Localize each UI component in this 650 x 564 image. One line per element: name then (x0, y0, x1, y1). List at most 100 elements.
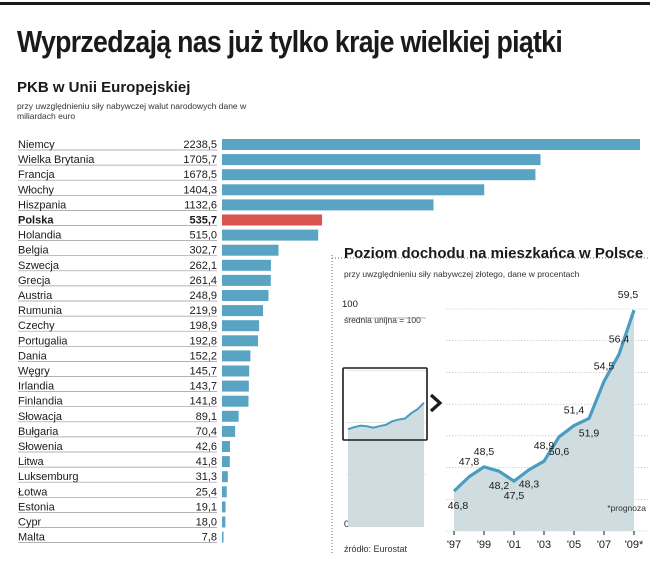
country-label-irlandia: Irlandia (18, 381, 55, 393)
line-chart-subtitle: przy uwzględnieniu siły nabywczej złoteg… (344, 269, 580, 279)
top-rule (0, 2, 650, 5)
country-label-belgia: Belgia (18, 245, 49, 257)
value-label-dania: 152,2 (189, 350, 217, 362)
bar-niemcy (222, 139, 640, 150)
value-label-finlandia: 141,8 (189, 396, 217, 408)
country-label-estonia: Estonia (18, 501, 56, 513)
bar-slowenia (222, 441, 230, 452)
x-tick-label-3: '03 (537, 539, 551, 551)
country-label-malta: Malta (18, 532, 46, 544)
bar-slowacja (222, 410, 239, 422)
zoom-arrow-icon (429, 393, 443, 413)
value-label-cypr: 18,0 (196, 517, 217, 529)
country-label-litwa: Litwa (18, 456, 45, 468)
country-label-francja: Francja (18, 169, 56, 181)
source-label: źródło: Eurostat (344, 544, 408, 554)
country-label-luksemburg: Luksemburg (18, 471, 79, 483)
inset-area (348, 402, 424, 527)
value-label-litwa: 41,8 (196, 456, 217, 468)
bar-hiszpania (222, 199, 434, 211)
country-label-szwecja: Szwecja (18, 260, 60, 272)
country-label-wlochy: Włochy (18, 184, 55, 196)
bar-malta (222, 531, 224, 543)
country-label-czechy: Czechy (18, 320, 55, 332)
point-label-2001: 47,5 (504, 490, 525, 502)
value-label-wegry: 145,7 (189, 366, 217, 378)
bar-bulgaria (222, 425, 236, 437)
country-label-grecja: Grecja (18, 275, 51, 287)
bar-szwecja (222, 259, 271, 271)
value-label-bulgaria: 70,4 (196, 426, 217, 438)
value-label-luksemburg: 31,3 (196, 471, 217, 483)
point-label-1997: 46,8 (448, 500, 469, 512)
country-label-slowenia: Słowenia (18, 441, 64, 453)
bar-portugalia (222, 335, 259, 347)
value-label-lotwa: 25,4 (196, 486, 217, 498)
country-label-lotwa: Łotwa (18, 486, 48, 498)
value-label-wielka-brytania: 1705,7 (183, 154, 217, 166)
value-label-estonia: 19,1 (196, 501, 217, 513)
point-label-2008: 56,4 (609, 333, 630, 345)
inset-top-label: 100 (342, 299, 358, 310)
country-label-slowacja: Słowacja (18, 411, 63, 423)
bar-wlochy (222, 184, 485, 196)
point-label-2007: 54,5 (594, 360, 615, 372)
value-label-wlochy: 1404,3 (183, 184, 217, 196)
country-label-dania: Dania (18, 350, 48, 362)
value-label-portugalia: 192,8 (189, 335, 217, 347)
bar-finlandia (222, 395, 249, 407)
point-label-2009: 59,5 (618, 289, 639, 301)
line-chart-title: Poziom dochodu na mieszkańca w Polsce (344, 245, 644, 262)
bar-rumunia (222, 305, 264, 317)
main-area (454, 310, 634, 531)
value-label-irlandia: 143,7 (189, 381, 217, 393)
value-label-szwecja: 262,1 (189, 260, 217, 272)
value-label-slowenia: 42,6 (196, 441, 217, 453)
bar-chart-subtitle: przy uwzględnieniu siły nabywczej walut … (17, 101, 247, 121)
country-label-polska: Polska (18, 215, 54, 227)
country-label-wielka-brytania: Wielka Brytania (18, 154, 95, 166)
bar-wielka-brytania (222, 154, 541, 166)
bar-dania (222, 350, 251, 362)
bar-austria (222, 290, 269, 301)
inset-reference-label: średnia unijna = 100 (344, 315, 421, 325)
inset-bottom-label: 0 (344, 519, 349, 530)
point-label-2004: 50,6 (549, 446, 570, 458)
value-label-belgia: 302,7 (189, 245, 217, 257)
income-line-chart: 100 średnia unijna = 100 0 źródło: Eurostat… (331, 255, 650, 555)
point-label-2006: 51,9 (579, 427, 600, 439)
value-label-francja: 1678,5 (183, 169, 217, 181)
value-label-polska: 535,7 (189, 215, 217, 227)
x-tick-label-5: '07 (597, 539, 611, 551)
value-label-austria: 248,9 (189, 290, 217, 302)
country-label-niemcy: Niemcy (18, 139, 55, 151)
bar-lotwa (222, 486, 227, 498)
value-label-holandia: 515,0 (189, 230, 217, 242)
country-label-holandia: Holandia (18, 230, 62, 242)
bar-luksemburg (222, 471, 228, 483)
value-label-niemcy: 2238,5 (183, 139, 217, 151)
zoom-frame (342, 367, 428, 441)
value-label-czechy: 198,9 (189, 320, 217, 332)
bar-cypr (222, 516, 226, 528)
bar-belgia (222, 244, 279, 256)
x-tick-label-4: '05 (567, 539, 581, 551)
income-section: Poziom dochodu na mieszkańca w Polsce pr… (330, 245, 650, 564)
bar-estonia (222, 501, 226, 513)
point-label-2000: 48,2 (489, 480, 510, 492)
country-label-bulgaria: Bułgaria (18, 426, 59, 438)
bar-chart-title: PKB w Unii Europejskiej (17, 79, 191, 96)
headline: Wyprzedzają nas już tylko kraje wielkiej… (17, 24, 563, 59)
country-label-finlandia: Finlandia (18, 396, 64, 408)
value-label-malta: 7,8 (202, 532, 217, 544)
forecast-note: *prognoza (607, 503, 646, 513)
country-label-cypr: Cypr (18, 517, 42, 529)
country-label-rumunia: Rumunia (18, 305, 63, 317)
x-tick-label-0: '97 (447, 539, 461, 551)
country-label-portugalia: Portugalia (18, 335, 68, 347)
main-line (452, 309, 636, 493)
bar-litwa (222, 456, 230, 468)
value-label-grecja: 261,4 (189, 275, 217, 287)
bar-grecja (222, 274, 271, 286)
